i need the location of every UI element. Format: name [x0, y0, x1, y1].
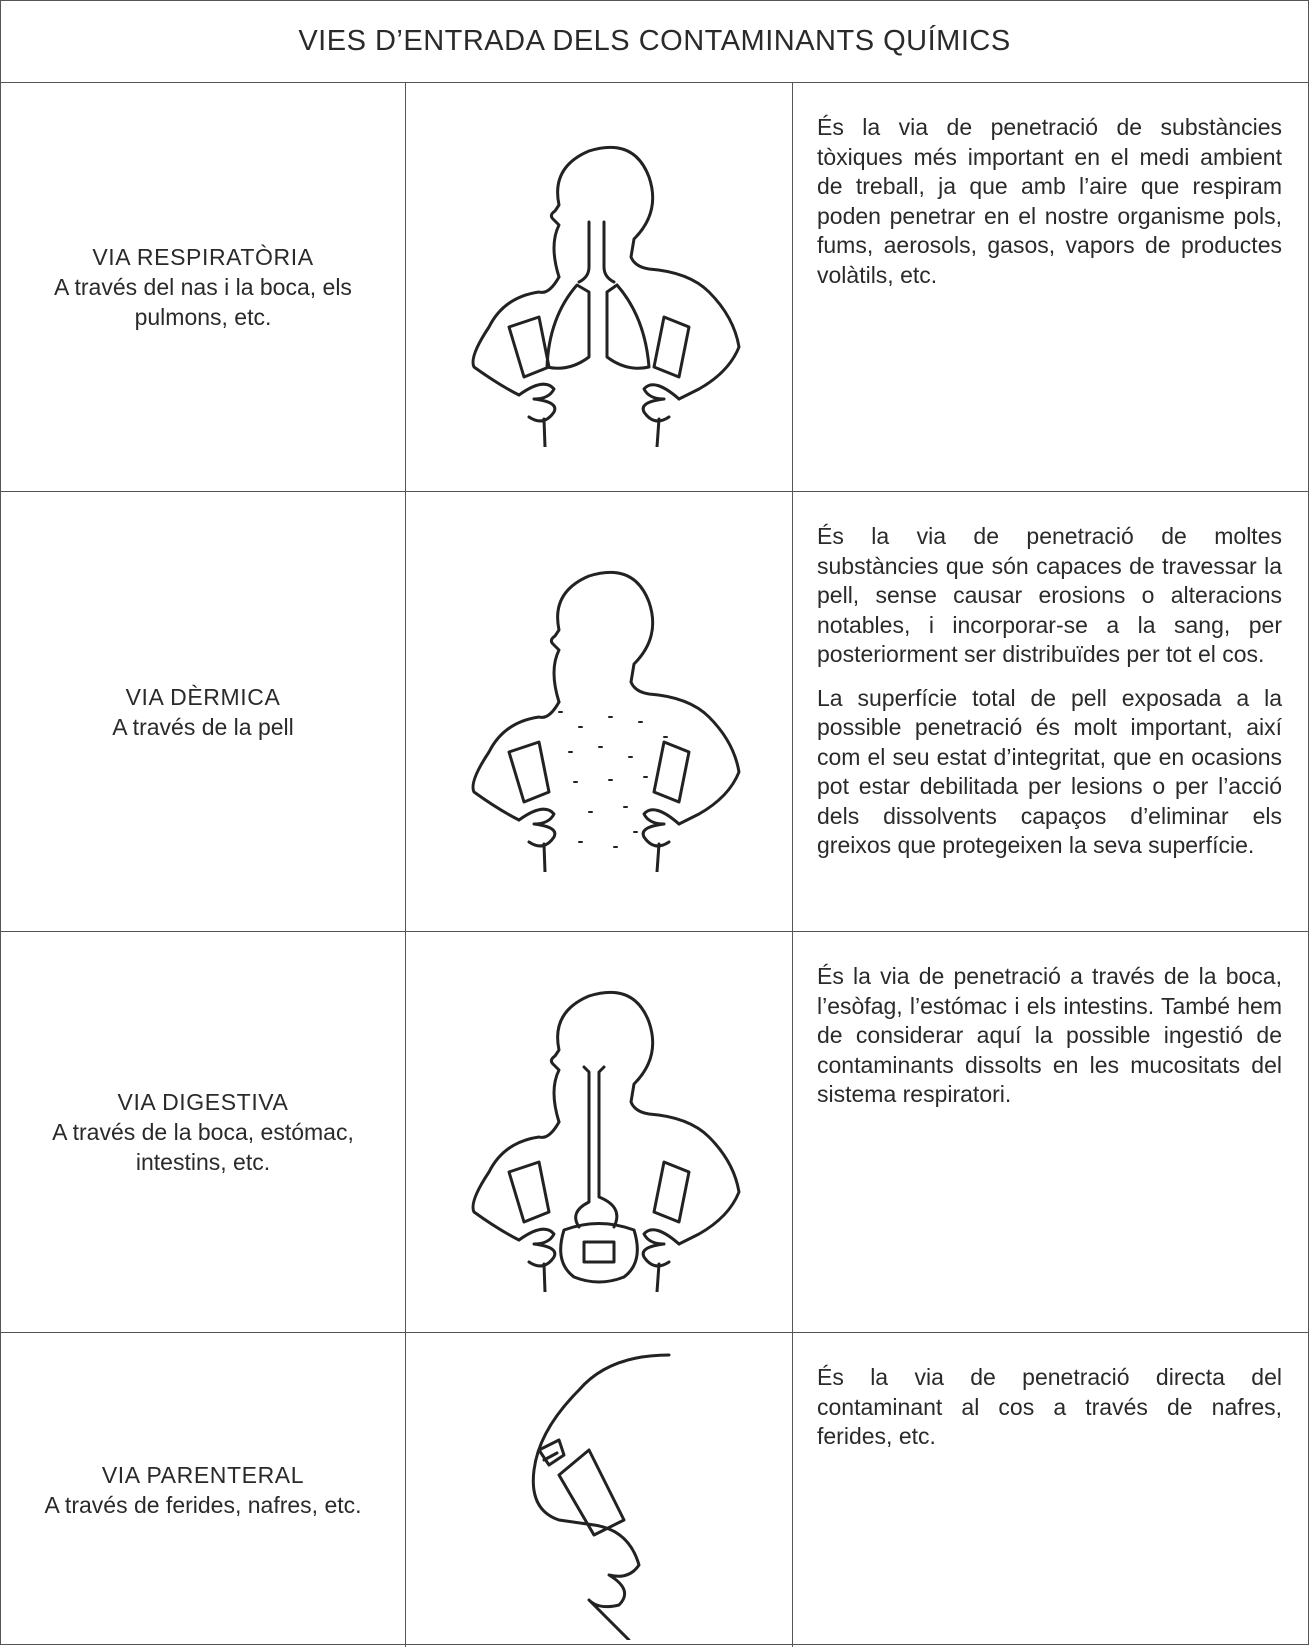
- illustration: [406, 932, 793, 1332]
- row: VIA DIGESTIVA A través de la boca, estóma…: [1, 932, 1308, 1333]
- route: VIA DIGESTIVA A través de la boca, estóma…: [1, 932, 406, 1332]
- row: VIA RESPIRATÒRIA A través del nas i la bo…: [1, 83, 1308, 492]
- illustration: [406, 1333, 793, 1647]
- description: És la via de penetració directa del cont…: [793, 1333, 1308, 1647]
- route: VIA DÈRMICA A través de la pell: [1, 492, 406, 931]
- paragraph: La superfície total de pell exposada a l…: [817, 684, 1282, 859]
- title: VIES D’ENTRADA DELS CONTAMINANTS QUÍMICS: [1, 1, 1308, 83]
- route-title: VIA PARENTERAL: [101, 1462, 305, 1488]
- dermal-figure: [449, 552, 749, 872]
- route-title: VIA RESPIRATÒRIA: [92, 244, 314, 270]
- respiratory-figure: [449, 127, 749, 447]
- route-subtitle: A través de la boca, estómac, intestins,…: [52, 1119, 354, 1175]
- route: VIA RESPIRATÒRIA A través del nas i la bo…: [1, 83, 406, 491]
- paragraph: És la via de penetració de moltes substà…: [817, 523, 1282, 667]
- illustration: [406, 492, 793, 931]
- route-title: VIA DÈRMICA: [125, 683, 281, 710]
- description: És la via de penetració de substàncies t…: [793, 83, 1308, 491]
- route-subtitle: A través de ferides, nafres, etc.: [44, 1492, 362, 1518]
- parenteral-figure: [531, 1353, 671, 1640]
- digestive-figure: [449, 972, 749, 1292]
- row: VIA DÈRMICA A través de la pell És la via…: [1, 492, 1308, 932]
- paragraph: És la via de penetració directa del cont…: [817, 1364, 1282, 1449]
- route: VIA PARENTERAL A través de ferides, nafre…: [1, 1333, 406, 1647]
- illustration: [406, 83, 793, 491]
- description: És la via de penetració de moltes substà…: [793, 492, 1308, 931]
- description: És la via de penetració a través de la b…: [793, 932, 1308, 1332]
- paragraph: És la via de penetració a través de la b…: [817, 963, 1282, 1107]
- route-subtitle: A través de la pell: [112, 713, 294, 740]
- paragraph: És la via de penetració de substàncies t…: [817, 114, 1282, 288]
- route-subtitle: A través del nas i la boca, els pulmons,…: [54, 274, 352, 330]
- route-title: VIA DIGESTIVA: [117, 1089, 289, 1115]
- row: VIA PARENTERAL A través de ferides, nafre…: [1, 1333, 1308, 1647]
